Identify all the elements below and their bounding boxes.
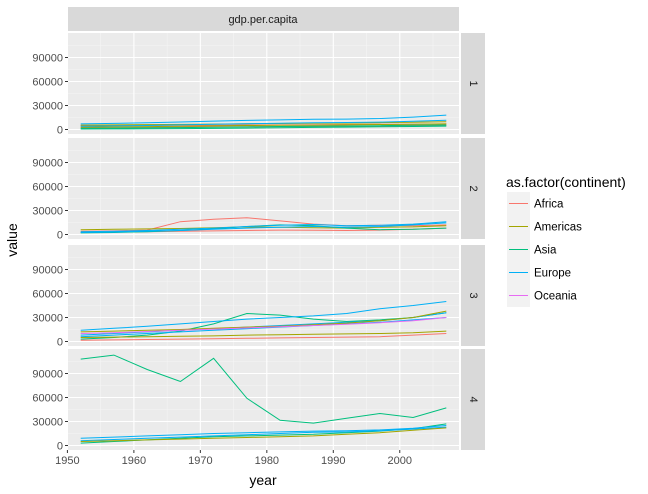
legend-label: Africa bbox=[534, 199, 564, 211]
facet-panel-3: 0 30000 60000 90000 3 bbox=[32, 245, 485, 349]
x-axis: 1950 1960 1970 1980 1990 2000 bbox=[55, 450, 412, 467]
legend-entry-africa: Africa bbox=[507, 192, 564, 215]
legend-label: Oceania bbox=[534, 291, 577, 303]
y-tick-label: 90000 bbox=[32, 158, 63, 170]
facet-panel-1: 0 30000 60000 90000 1 bbox=[32, 33, 485, 137]
legend-entry-europe: Europe bbox=[507, 261, 571, 284]
legend-label: Europe bbox=[534, 268, 571, 280]
series-line-asia bbox=[80, 354, 447, 424]
series-line-americas bbox=[80, 310, 447, 333]
x-axis-title: year bbox=[249, 472, 277, 488]
legend-entry-asia: Asia bbox=[507, 238, 557, 261]
legend-entry-oceania: Oceania bbox=[507, 284, 577, 307]
series-line-africa bbox=[80, 333, 447, 341]
y-tick-label: 30000 bbox=[32, 101, 63, 113]
series-line-asia bbox=[80, 125, 447, 130]
facet-panel-2: 0 30000 60000 90000 2 bbox=[32, 138, 485, 242]
facet-row-label: 1 bbox=[467, 80, 479, 86]
facet-row-label: 3 bbox=[467, 292, 479, 298]
y-tick-label: 60000 bbox=[32, 393, 63, 405]
y-tick-label: 90000 bbox=[32, 265, 63, 277]
facet-row-strip bbox=[461, 245, 485, 346]
y-tick-label: 0 bbox=[57, 337, 63, 349]
series-line-europe bbox=[80, 119, 447, 127]
facet-row-label: 4 bbox=[467, 396, 479, 402]
x-tick-label: 1980 bbox=[255, 455, 279, 467]
series-line-asia bbox=[80, 312, 447, 340]
series-line-americas bbox=[80, 330, 447, 338]
facet-row-strip bbox=[461, 349, 485, 450]
panel-background bbox=[68, 33, 459, 134]
x-tick-label: 1950 bbox=[55, 455, 79, 467]
series-line-oceania bbox=[80, 317, 447, 334]
facet-column-label: gdp.per.capita bbox=[228, 14, 298, 26]
x-tick-label: 1990 bbox=[321, 455, 345, 467]
series-line-europe bbox=[80, 222, 447, 233]
facet-row-strip bbox=[461, 138, 485, 239]
series-line-europe bbox=[80, 425, 447, 439]
y-tick-label: 30000 bbox=[32, 417, 63, 429]
y-tick-label: 90000 bbox=[32, 369, 63, 381]
x-tick-label: 2000 bbox=[388, 455, 412, 467]
facet-column-strip bbox=[68, 7, 459, 31]
y-tick-label: 60000 bbox=[32, 77, 63, 89]
legend-title: as.factor(continent) bbox=[506, 174, 626, 190]
facet-panel-4: 0 30000 60000 90000 4 bbox=[32, 349, 485, 453]
panel-background bbox=[68, 245, 459, 346]
series-line-americas bbox=[80, 225, 447, 231]
legend-label: Americas bbox=[534, 222, 582, 234]
legend-label: Asia bbox=[534, 245, 557, 257]
panel-background bbox=[68, 349, 459, 450]
facet-row-label: 2 bbox=[467, 185, 479, 191]
series-line-europe bbox=[80, 114, 447, 125]
series-line-europe bbox=[80, 221, 447, 233]
series-line-europe bbox=[80, 301, 447, 331]
y-tick-label: 0 bbox=[57, 230, 63, 242]
series-line-americas bbox=[80, 427, 447, 442]
legend-keys: Africa Americas Asia Europe Oceania bbox=[507, 192, 582, 307]
y-tick-label: 90000 bbox=[32, 53, 63, 65]
facet-row-strip bbox=[461, 33, 485, 134]
y-tick-label: 30000 bbox=[32, 206, 63, 218]
y-tick-label: 60000 bbox=[32, 289, 63, 301]
series-line-americas bbox=[80, 123, 447, 128]
x-tick-label: 1970 bbox=[188, 455, 212, 467]
y-axis-title: value bbox=[4, 223, 20, 257]
panels-layer: 0 30000 60000 90000 1 0 30000 60000 90000 2 0 30000… bbox=[32, 33, 485, 453]
series-line-europe bbox=[80, 426, 447, 442]
legend: as.factor(continent) Africa Americas Asia E… bbox=[506, 174, 626, 307]
series-line-asia bbox=[80, 124, 447, 129]
x-tick-label: 1960 bbox=[122, 455, 146, 467]
y-tick-label: 0 bbox=[57, 125, 63, 137]
legend-entry-americas: Americas bbox=[507, 215, 582, 238]
y-tick-label: 60000 bbox=[32, 182, 63, 194]
y-tick-label: 0 bbox=[57, 441, 63, 453]
y-tick-label: 30000 bbox=[32, 313, 63, 325]
panel-background bbox=[68, 138, 459, 239]
